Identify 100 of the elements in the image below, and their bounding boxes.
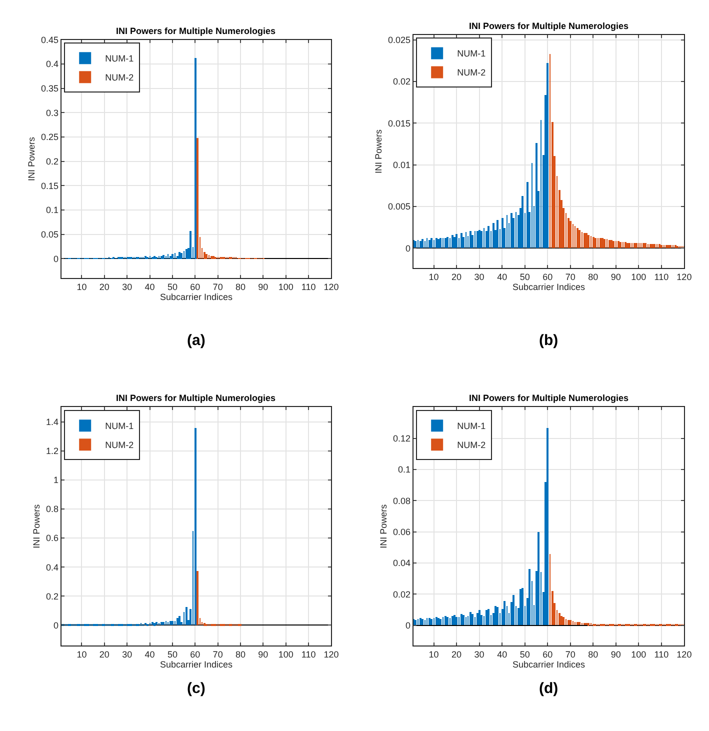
y-tick-label: 0.06 [392,527,410,538]
legend-label: NUM-2 [457,68,486,78]
y-tick-label: 0.1 [46,205,58,216]
x-tick-label: 30 [474,272,484,282]
y-tick-label: 0.025 [388,34,410,45]
y-tick-label: 0.45 [40,34,58,45]
x-tick-label: 90 [258,282,268,292]
x-tick-label: 50 [167,649,178,660]
x-tick-label: 90 [258,649,268,660]
x-tick-label: 70 [565,272,576,282]
x-axis-title: Subcarrier Indices [160,659,234,670]
y-tick-label: 0.04 [392,558,410,568]
x-tick-label: 80 [588,649,598,660]
x-tick-label: 50 [167,282,178,292]
x-axis-title: Subcarrier Indices [160,292,234,302]
y-tick-label: 0.35 [40,84,58,94]
y-tick-label: 1.2 [46,446,58,456]
y-axis-title: INI Powers [378,504,388,548]
y-tick-label: 0.25 [40,132,58,142]
x-tick-label: 120 [676,649,692,660]
x-tick-label: 60 [542,649,553,660]
y-tick-label: 0 [53,254,58,264]
legend-label: NUM-1 [457,48,486,59]
y-axis-title: INI Powers [373,128,384,174]
y-tick-label: 0.02 [392,76,410,87]
y-tick-label: 0.12 [392,434,410,444]
x-tick-label: 110 [301,649,316,660]
y-tick-label: 0 [53,620,58,630]
x-tick-label: 110 [301,282,316,292]
y-axis-title: INI Powers [26,136,36,181]
x-tick-label: 120 [324,649,339,660]
x-tick-label: 110 [654,272,669,282]
x-tick-label: 10 [428,272,439,282]
x-tick-label: 80 [588,272,598,282]
x-tick-label: 100 [631,649,646,660]
x-tick-label: 110 [654,649,669,660]
y-tick-label: 0.4 [46,59,58,70]
legend-label: NUM-2 [105,440,134,450]
x-tick-label: 60 [190,649,200,660]
legend-label: NUM-1 [457,421,486,432]
x-tick-label: 30 [122,649,132,660]
y-tick-label: 0.02 [392,589,410,600]
x-tick-label: 80 [235,649,246,660]
x-tick-label: 100 [631,272,646,282]
y-axis-title: INI Powers [31,504,42,548]
x-tick-label: 30 [474,649,484,660]
x-tick-label: 10 [76,282,87,292]
y-tick-label: 0 [405,243,410,254]
x-tick-label: 40 [497,272,508,282]
x-tick-label: 40 [144,282,155,292]
legend-label: NUM-2 [105,72,134,83]
x-tick-label: 30 [122,282,132,292]
y-tick-label: 0 [405,620,410,630]
x-tick-label: 50 [520,649,530,660]
legend-label: NUM-1 [105,421,134,432]
y-tick-label: 0.005 [388,202,410,212]
x-tick-label: 20 [452,272,462,282]
y-tick-label: 0.05 [40,229,58,240]
x-tick-label: 120 [676,272,692,282]
x-tick-label: 70 [212,282,223,292]
x-tick-label: 120 [324,282,339,292]
chart-title: INI Powers for Multiple Numerologies [116,393,276,403]
text: (b) [539,332,558,349]
y-tick-label: 1.4 [46,416,58,427]
x-tick-label: 60 [190,282,200,292]
x-tick-label: 40 [497,649,508,660]
x-tick-label: 60 [542,272,553,282]
y-tick-label: 0.01 [392,160,410,170]
x-tick-label: 20 [99,649,110,660]
y-tick-label: 0.015 [388,118,410,128]
x-tick-label: 100 [278,282,294,292]
x-tick-label: 70 [212,649,223,660]
x-tick-label: 80 [235,282,246,292]
legend-label: NUM-1 [105,54,134,64]
y-tick-label: 0.3 [46,108,58,118]
x-tick-label: 90 [610,272,621,282]
x-axis-title: Subcarrier Indices [512,659,586,670]
y-tick-label: 0.15 [40,180,58,191]
chart-title: INI Powers for Multiple Numerologies [469,393,629,403]
text: (d) [539,680,558,697]
x-axis-title: Subcarrier Indices [512,282,586,292]
y-tick-label: 0.6 [46,533,58,544]
y-tick-label: 0.1 [398,464,410,475]
y-tick-label: 0.8 [46,504,58,514]
y-tick-label: 1 [53,475,58,486]
y-tick-label: 0.2 [46,156,58,167]
text: (c) [187,680,206,697]
chart-title: INI Powers for Multiple Numerologies [469,21,629,31]
x-tick-label: 100 [278,649,294,660]
x-tick-label: 50 [520,272,530,282]
y-tick-label: 0.08 [392,496,410,506]
legend-label: NUM-2 [457,440,486,450]
x-tick-label: 40 [144,649,155,660]
x-tick-label: 20 [99,282,110,292]
x-tick-label: 20 [452,649,462,660]
x-tick-label: 70 [565,649,576,660]
x-tick-label: 10 [76,649,87,660]
chart-title: INI Powers for Multiple Numerologies [116,26,276,36]
x-tick-label: 90 [610,649,621,660]
text: (a) [187,332,206,349]
